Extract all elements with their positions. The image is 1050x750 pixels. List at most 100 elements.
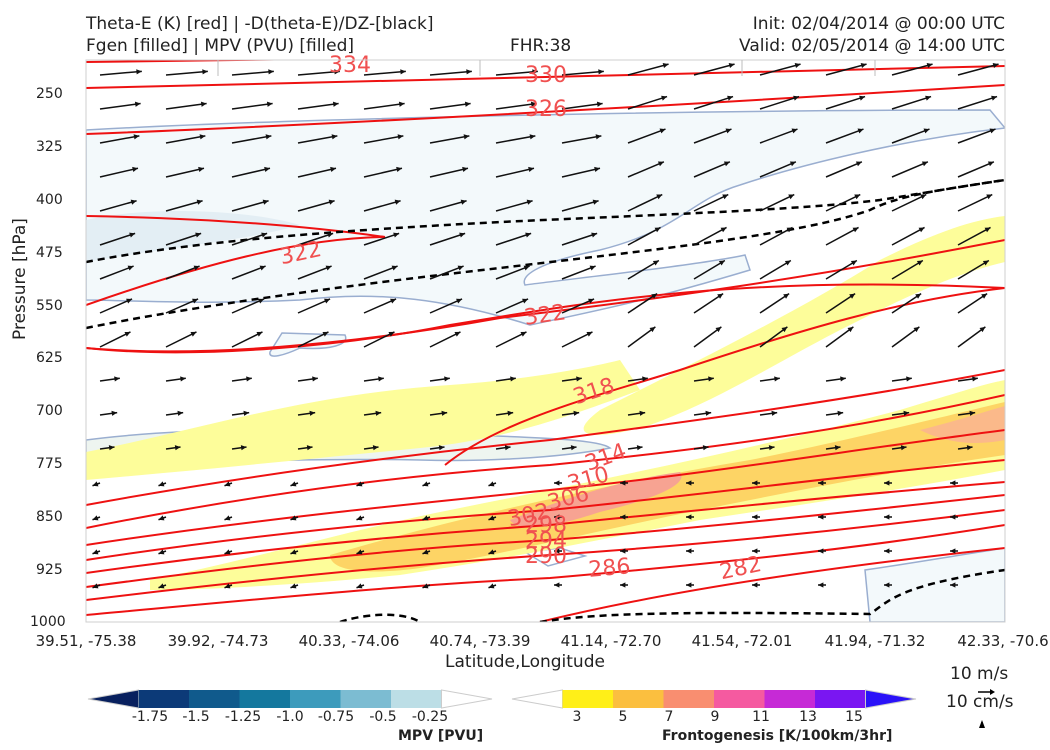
wind-vector-head <box>130 199 137 205</box>
contour-label-334: 334 <box>329 53 371 78</box>
theta-e-line-lowest <box>539 547 1005 622</box>
wind-vector <box>495 298 529 314</box>
wind-vector-head <box>488 515 495 521</box>
wind-vector-head <box>438 445 445 451</box>
wind-vector <box>957 128 996 144</box>
wind-vector-head <box>224 481 231 487</box>
wind-vector-head <box>926 63 933 69</box>
wind-vector-head <box>774 376 780 382</box>
fgen-swatch <box>764 690 815 708</box>
theta-e-line-294 <box>86 481 1005 574</box>
wind-vector-head <box>982 260 989 266</box>
reference-vectors <box>978 689 995 728</box>
wind-vector <box>561 265 596 280</box>
wind-vector-head <box>592 199 599 205</box>
theta-e-line-310 <box>86 369 1005 506</box>
wind-vector <box>891 161 929 178</box>
wind-vector <box>165 265 200 280</box>
mpv-swatch <box>138 690 189 708</box>
wind-vector <box>495 265 530 280</box>
wind-vector-head <box>324 298 331 304</box>
mpv-tick: -1.5 <box>182 709 210 725</box>
mpv-tick: -0.75 <box>317 709 355 725</box>
wind-vector-head <box>92 515 99 521</box>
wind-vector-head <box>979 326 986 333</box>
fgen-tick: 11 <box>752 709 770 725</box>
ref-vertical-label: 10 cm/s <box>946 692 1014 712</box>
wind-vector <box>693 63 735 76</box>
wind-vector-head <box>529 134 536 140</box>
wind-vector-head <box>327 232 334 238</box>
contour-label-294: 294 <box>525 529 567 554</box>
wind-vector <box>759 161 797 178</box>
contour-label-330: 330 <box>525 63 567 88</box>
wind-vector-head <box>133 134 140 140</box>
wind-vector-head <box>200 101 207 107</box>
wind-vector <box>363 232 400 246</box>
wind-vector <box>693 193 729 212</box>
mpv-swatch <box>340 690 391 708</box>
wind-vector-head <box>259 265 266 271</box>
wind-vector-head <box>986 194 993 200</box>
wind-vector <box>495 331 527 348</box>
wind-vector-head <box>522 298 529 304</box>
wind-vector-head <box>705 410 712 416</box>
wind-vector <box>363 135 404 144</box>
mpv-extend-high <box>441 689 493 709</box>
wind-vector <box>297 232 334 246</box>
wind-vector <box>495 70 538 76</box>
wind-vector <box>825 326 854 348</box>
wind-vector-head <box>784 260 791 266</box>
wind-vector <box>891 259 924 280</box>
wind-vector-head <box>884 480 890 486</box>
wind-vector <box>297 135 338 144</box>
wind-vector-head <box>400 69 406 75</box>
theta-e-line-322a <box>86 215 386 306</box>
mpv-tick: -1.0 <box>276 709 304 725</box>
fgen-colorbar-title: Frontogenesis [K/100km/3hr] <box>662 728 893 744</box>
fgen-tick: 9 <box>710 709 720 725</box>
wind-vector-head <box>652 260 659 266</box>
wind-vector <box>627 161 665 178</box>
fgen-tick: 15 <box>845 709 863 725</box>
wind-vector-head <box>398 101 405 107</box>
wind-vector-head <box>457 265 464 271</box>
wind-vector-head <box>576 376 582 382</box>
wind-vector <box>693 226 727 246</box>
wind-vector-head <box>554 480 560 486</box>
wind-vector-head <box>923 128 930 134</box>
wind-vector-head <box>356 481 363 487</box>
wind-vector <box>561 298 595 314</box>
wind-vector-head <box>791 128 798 134</box>
wind-vector-head <box>969 410 976 416</box>
wind-vector-head <box>114 376 120 382</box>
wind-vector-head <box>268 69 274 75</box>
dthetae-dashed-low <box>339 613 421 622</box>
x-axis-label: Latitude,Longitude <box>445 652 605 672</box>
wind-vector-head <box>422 583 429 589</box>
contour-label-290: 290 <box>525 544 567 569</box>
wind-vector <box>561 70 604 76</box>
contour-label-298: 298 <box>525 513 567 538</box>
wind-vector-head <box>752 480 758 486</box>
wind-vector-head <box>264 166 271 172</box>
theta-e-line-302 <box>86 429 1005 546</box>
wind-vector <box>561 167 601 178</box>
wind-vector-head <box>306 445 313 451</box>
wind-vector-head <box>520 331 527 337</box>
wind-vector-head <box>325 265 332 271</box>
wind-vector-head <box>586 331 593 337</box>
wind-vector-head <box>132 166 139 172</box>
y-tick-label: 250 <box>36 86 63 102</box>
wind-vector-head <box>834 445 841 451</box>
wind-vector-head <box>591 232 598 238</box>
wind-vector <box>363 70 406 76</box>
wind-vector-head <box>258 298 265 304</box>
mpv-swatch <box>189 690 240 708</box>
wind-vector <box>231 298 265 314</box>
wind-vector-head <box>925 95 932 101</box>
theta-e-line-326 <box>86 84 1005 135</box>
wind-vector <box>231 200 269 212</box>
wind-vector <box>891 326 920 348</box>
wind-vector-head <box>322 331 329 337</box>
